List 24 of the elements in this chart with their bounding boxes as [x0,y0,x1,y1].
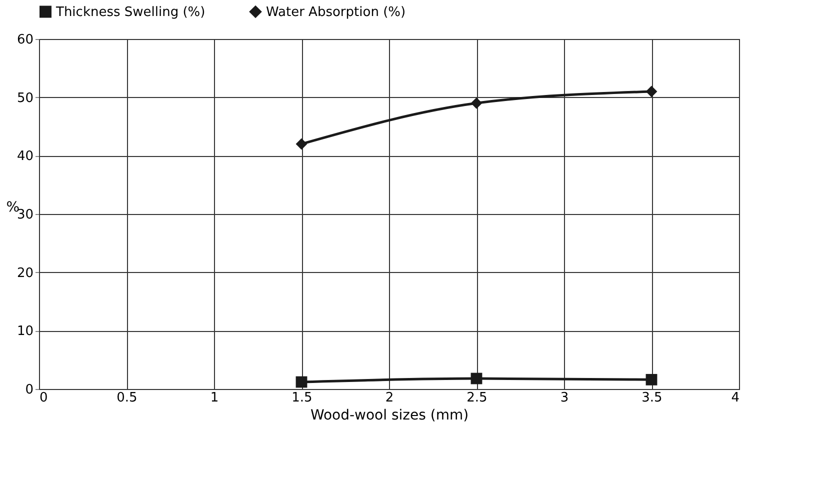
x-tick-label: 4 [731,390,740,406]
x-tick-label: 0.5 [116,390,138,406]
x-tick-label: 1.5 [292,390,312,406]
x-tick-label: 3.5 [642,390,662,406]
y-tick-label: 60 [16,32,34,48]
y-tick-label: 40 [16,149,34,164]
x-tick-label: 2 [385,390,394,406]
legend-label: Thickness Swelling (%) [55,4,206,20]
point [296,138,308,150]
x-axis-title: Wood-wool sizes (mm) [310,408,469,424]
point [470,97,482,109]
y-tick-label: 50 [16,90,34,106]
x-tick-label: 1 [210,390,219,406]
y-tick-label: 10 [16,324,34,340]
point [296,376,308,388]
legend-label: Water Absorption (%) [266,4,406,20]
x-tick-label: 2.5 [466,390,488,406]
point [470,372,482,384]
y-tick-label: 20 [16,266,34,281]
point [646,86,658,98]
x-tick-label: 0 [40,390,48,406]
x-tick-label: 3 [560,390,569,406]
point [646,374,658,386]
y-axis-title: % [6,200,20,216]
